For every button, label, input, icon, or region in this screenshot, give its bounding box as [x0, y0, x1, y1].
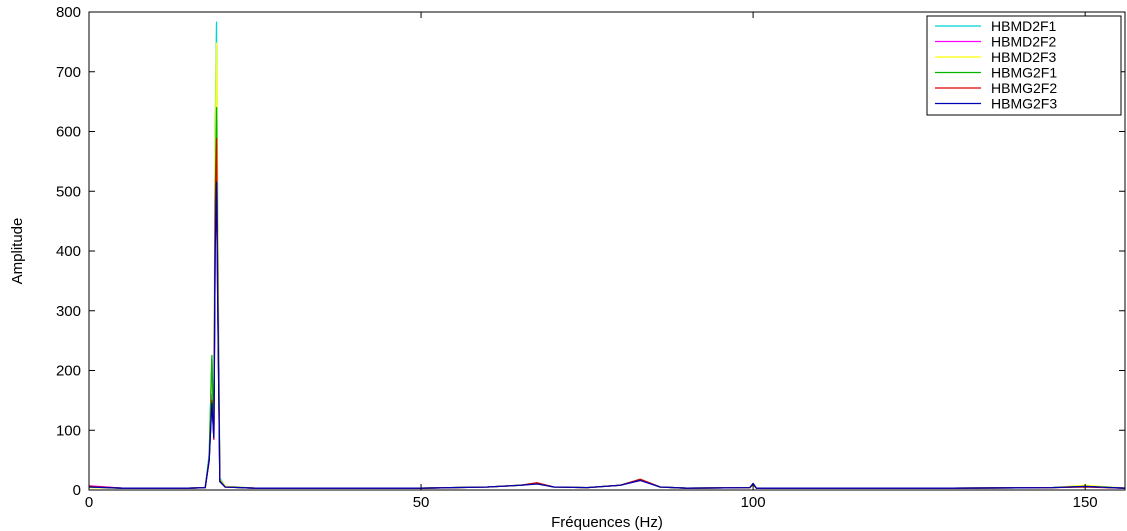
- legend-label-hbmd2f1: HBMD2F1: [991, 18, 1057, 34]
- legend-label-hbmg2f3: HBMG2F3: [991, 96, 1057, 112]
- y-tick-label: 0: [73, 482, 81, 499]
- x-axis-title: Fréquences (Hz): [551, 514, 663, 531]
- ticks: 0 50 100 150 0 100 200 300 400 500 600 700 800: [56, 4, 1125, 511]
- legend: HBMD2F1HBMD2F2HBMD2F3HBMG2F1HBMG2F2HBMG2…: [926, 15, 1122, 116]
- x-tick-label: 50: [413, 494, 430, 511]
- x-tick-label: 0: [85, 494, 93, 511]
- legend-label-hbmd2f3: HBMD2F3: [991, 49, 1057, 65]
- y-tick-label: 200: [56, 363, 81, 380]
- legend-box: [926, 15, 1122, 116]
- y-tick-label: 400: [56, 243, 81, 260]
- x-tick-label: 100: [741, 494, 766, 511]
- y-tick-label: 300: [56, 303, 81, 320]
- y-axis-title: Amplitude: [9, 218, 26, 285]
- legend-label-hbmd2f2: HBMD2F2: [991, 34, 1057, 50]
- x-tick-label: 150: [1073, 494, 1098, 511]
- y-tick-label: 600: [56, 124, 81, 141]
- legend-label-hbmg2f2: HBMG2F2: [991, 80, 1057, 96]
- y-tick-label: 500: [56, 183, 81, 200]
- series-line-hbmg2f3: [88, 181, 1126, 489]
- series-layer: [88, 21, 1126, 489]
- y-tick-label: 800: [56, 4, 81, 21]
- y-tick-label: 700: [56, 64, 81, 81]
- legend-label-hbmg2f1: HBMG2F1: [991, 65, 1057, 81]
- y-tick-label: 100: [56, 422, 81, 439]
